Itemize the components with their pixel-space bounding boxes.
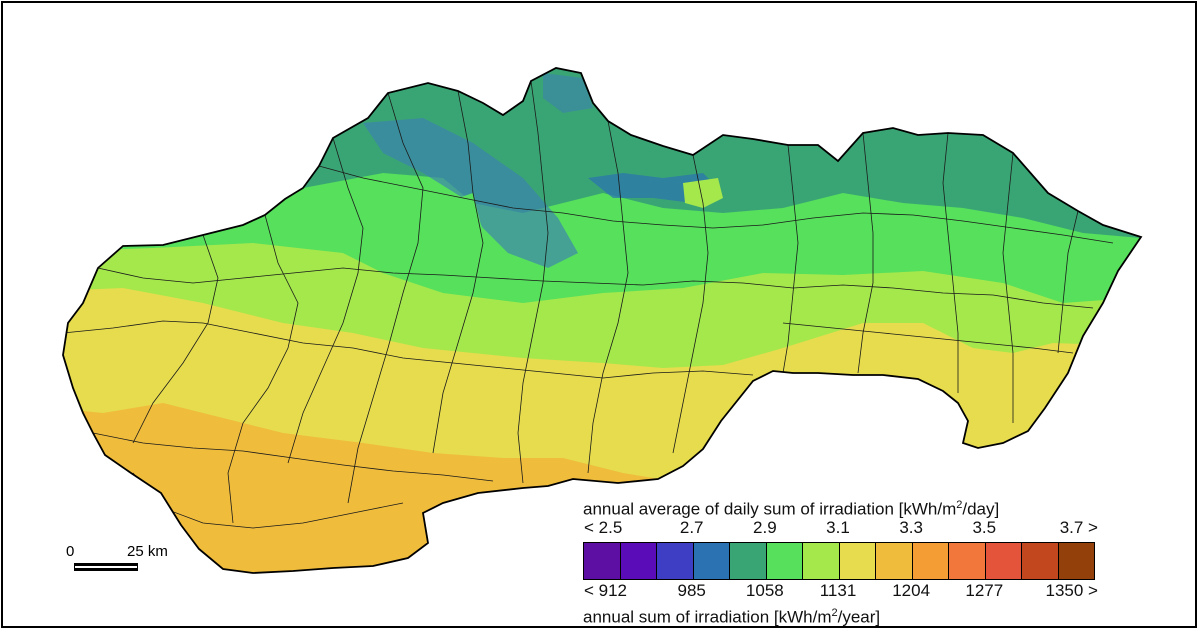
legend-swatch — [657, 543, 694, 579]
boundary-line — [432, 90, 484, 454]
legend-annual-tick: 1058 — [745, 581, 784, 600]
legend-swatch — [839, 543, 876, 579]
boundary-line — [63, 320, 754, 379]
legend-annual-tick: 1204 — [892, 581, 931, 600]
legend-daily-tick: 3.5 — [972, 518, 997, 537]
boundary-line — [587, 120, 629, 474]
legend-daily-tick: 3.7 > — [1059, 518, 1098, 537]
legend-swatch — [985, 543, 1022, 579]
legend-annual-tick: < 912 — [584, 581, 628, 600]
scale-zero-label: 0 — [66, 543, 75, 560]
boundary-line — [857, 132, 874, 374]
legend-swatch — [1058, 543, 1094, 579]
legend-daily-title-sup: 2 — [956, 499, 963, 511]
legend-swatch — [693, 543, 730, 579]
district-boundaries — [63, 80, 1114, 529]
legend-annual-tick: 1350 > — [1045, 581, 1098, 600]
boundary-line — [517, 80, 549, 484]
boundary-line — [347, 92, 424, 504]
legend-swatch — [876, 543, 913, 579]
legend-daily-title: annual average of daily sum of irradiati… — [583, 496, 999, 519]
legend-swatch — [1022, 543, 1059, 579]
legend-daily-tick: 2.9 — [753, 518, 777, 537]
boundary-line — [1002, 152, 1014, 423]
scale-bar-inner — [75, 566, 137, 568]
boundary-line — [92, 432, 494, 482]
boundary-line — [287, 137, 364, 464]
legend-annual-title-sup: 2 — [831, 607, 838, 619]
irradiation-map — [62, 67, 1143, 574]
legend-swatch — [584, 543, 621, 579]
legend-swatch — [730, 543, 767, 579]
legend-annual-tick: 985 — [677, 581, 706, 600]
legend-daily-tick: 3.3 — [899, 518, 923, 537]
scale-bar — [74, 563, 138, 571]
boundary-line — [132, 234, 219, 444]
zone-mountain-dark — [363, 118, 578, 268]
zone-light-green-patch — [683, 178, 723, 208]
boundary-line — [782, 144, 799, 374]
legend-color-bar — [583, 542, 1095, 580]
legend-daily-title-suffix: /day] — [962, 499, 1000, 519]
legend-daily-tick: < 2.5 — [584, 518, 623, 537]
boundary-line — [1057, 210, 1079, 354]
legend-annual-tick: 1131 — [819, 581, 857, 600]
boundary-line — [318, 165, 1114, 244]
boundary-line — [97, 267, 1094, 309]
legend-swatch — [949, 543, 986, 579]
legend-swatch — [766, 543, 803, 579]
zone-northern-dark — [543, 73, 593, 113]
legend-annual-tick: 1277 — [965, 581, 1004, 600]
legend-swatch — [620, 543, 657, 579]
boundary-line — [782, 322, 1074, 354]
legend-annual-title: annual sum of irradiation [kWh/m2/year] — [583, 604, 880, 627]
legend-swatch — [912, 543, 949, 579]
boundary-line — [227, 214, 299, 524]
legend-annual-title-suffix: /year] — [837, 607, 881, 627]
legend-daily-tick: 2.7 — [679, 518, 704, 537]
legend-annual-title-prefix: annual sum of irradiation [kWh/m — [583, 607, 832, 627]
zone-green-patch — [443, 193, 483, 268]
legend-daily-tick: 3.1 — [826, 518, 850, 537]
legend-swatch — [803, 543, 840, 579]
boundary-line — [672, 154, 709, 454]
boundary-line — [942, 132, 959, 393]
country-border — [62, 67, 1143, 574]
legend-daily-title-prefix: annual average of daily sum of irradiati… — [583, 499, 957, 519]
scale-distance-label: 25 km — [127, 543, 168, 560]
